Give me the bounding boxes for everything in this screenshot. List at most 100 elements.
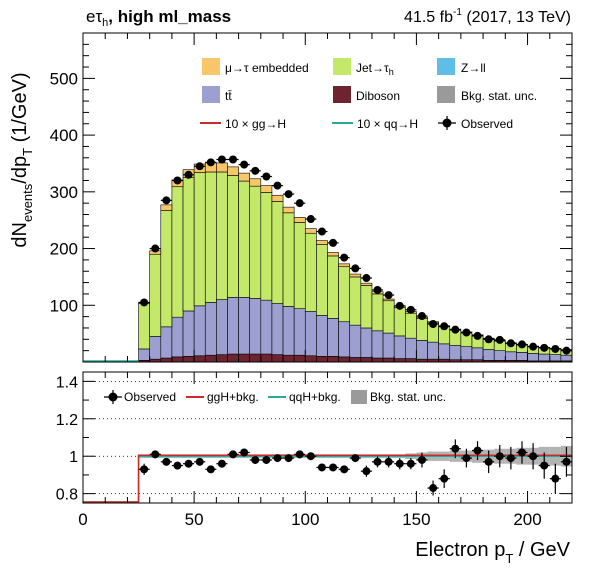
legend-swatch-jet xyxy=(333,58,351,75)
ratio-point xyxy=(405,458,417,470)
bar-diboson xyxy=(293,354,306,363)
bar-ttbar xyxy=(538,353,551,362)
ratio-legend-label-observed: Observed xyxy=(124,390,176,404)
observed-point xyxy=(416,312,428,321)
bar-ttbar xyxy=(293,308,306,356)
bar-diboson xyxy=(349,357,362,363)
ratio-point xyxy=(216,459,228,468)
bar-diboson xyxy=(216,354,228,363)
x-tick-label: 100 xyxy=(291,510,319,529)
main-y-tick-label: 100 xyxy=(50,296,78,315)
bar-jet-tau xyxy=(304,232,317,312)
main-y-tick-label: 200 xyxy=(50,240,78,259)
observed-point xyxy=(149,244,161,253)
bar-diboson xyxy=(182,356,195,363)
bar-embedded xyxy=(304,228,317,234)
bar-jet-tau xyxy=(338,266,351,323)
bar-ttbar xyxy=(204,302,217,356)
legend-label-qqh: 10 × qq→H xyxy=(357,117,418,131)
ratio-point xyxy=(305,452,317,461)
bar-diboson xyxy=(260,353,273,363)
ratio-point xyxy=(371,456,384,468)
bar-diboson xyxy=(249,353,262,363)
ratio-point xyxy=(505,446,517,470)
bar-diboson xyxy=(382,357,395,363)
observed-point xyxy=(383,291,395,300)
legend-swatch-embedded xyxy=(202,58,220,75)
observed-point xyxy=(183,170,195,179)
main-y-tick-label: 500 xyxy=(50,69,78,88)
bar-ttbar xyxy=(282,306,295,356)
bar-diboson xyxy=(393,358,406,363)
bar-embedded xyxy=(160,204,173,211)
observed-point xyxy=(249,166,261,175)
ratio-point xyxy=(383,456,395,468)
ratio-point xyxy=(171,461,184,470)
x-tick-label: 150 xyxy=(402,510,430,529)
ratio-point xyxy=(160,457,172,466)
bar-jet-tau xyxy=(238,180,251,298)
observed-point xyxy=(260,172,272,181)
bar-diboson xyxy=(404,358,417,363)
bar-ttbar xyxy=(449,345,462,361)
bar-jet-tau xyxy=(349,276,362,326)
bar-diboson xyxy=(371,357,384,363)
bar-embedded xyxy=(227,166,239,176)
bar-diboson xyxy=(316,356,328,363)
bar-jet-tau xyxy=(160,210,173,328)
ratio-point xyxy=(294,450,306,459)
bar-ttbar xyxy=(271,303,284,355)
observed-point xyxy=(394,301,406,310)
ratio-point xyxy=(149,450,161,459)
bar-diboson xyxy=(327,356,339,363)
bar-embedded xyxy=(249,178,262,187)
ratio-point xyxy=(494,444,506,468)
observed-point xyxy=(316,227,328,236)
bar-jet-tau xyxy=(249,185,262,299)
bar-ttbar xyxy=(349,324,362,358)
ratio-point xyxy=(183,459,195,468)
observed-point xyxy=(271,181,284,190)
legend-swatch-z-ll xyxy=(437,58,455,75)
bar-diboson xyxy=(271,354,284,363)
bar-diboson xyxy=(338,356,351,363)
ratio-legend: Observed ggH+bkg. qqH+bkg. Bkg. stat. un… xyxy=(104,390,446,404)
observed-point xyxy=(427,319,439,328)
observed-point xyxy=(138,298,150,307)
bar-ttbar xyxy=(160,326,173,359)
ratio-legend-marker-observed xyxy=(104,390,122,404)
main-y-axis-label: dNevents/dpT (1/GeV) xyxy=(9,72,35,247)
bar-jet-tau xyxy=(416,318,428,341)
ratio-y-axis: 0.8 1 1.2 1.4 xyxy=(56,374,572,504)
ratio-point xyxy=(460,448,472,468)
bar-ttbar xyxy=(549,354,562,362)
bar-ttbar xyxy=(149,336,162,360)
ratio-point xyxy=(283,454,295,463)
bar-embedded xyxy=(327,252,339,257)
ratio-legend-label-qqh: qqH+bkg. xyxy=(289,390,341,404)
bar-diboson xyxy=(360,357,373,363)
legend-swatch-stat-unc xyxy=(437,86,455,103)
bar-ttbar xyxy=(138,348,150,361)
bar-jet-tau xyxy=(138,303,150,350)
bar-diboson xyxy=(160,357,173,363)
bar-jet-tau xyxy=(393,307,406,337)
bar-ttbar xyxy=(193,305,206,357)
observed-point xyxy=(549,344,561,353)
bar-jet-tau xyxy=(227,175,239,298)
observed-point xyxy=(438,322,450,331)
observed-point xyxy=(371,285,384,294)
ratio-point xyxy=(549,463,561,494)
bar-diboson xyxy=(204,354,217,363)
bar-jet-tau xyxy=(371,293,384,332)
ratio-y-tick-label: 1.4 xyxy=(56,374,78,391)
legend-label-diboson: Diboson xyxy=(356,89,400,103)
observed-point xyxy=(305,215,317,224)
ratio-point xyxy=(516,441,528,464)
ratio-point xyxy=(194,457,206,466)
ratio-point xyxy=(327,463,339,472)
bar-jet-tau xyxy=(182,177,195,312)
bar-embedded xyxy=(282,206,295,214)
bar-embedded xyxy=(382,298,395,302)
bar-ttbar xyxy=(371,330,384,359)
